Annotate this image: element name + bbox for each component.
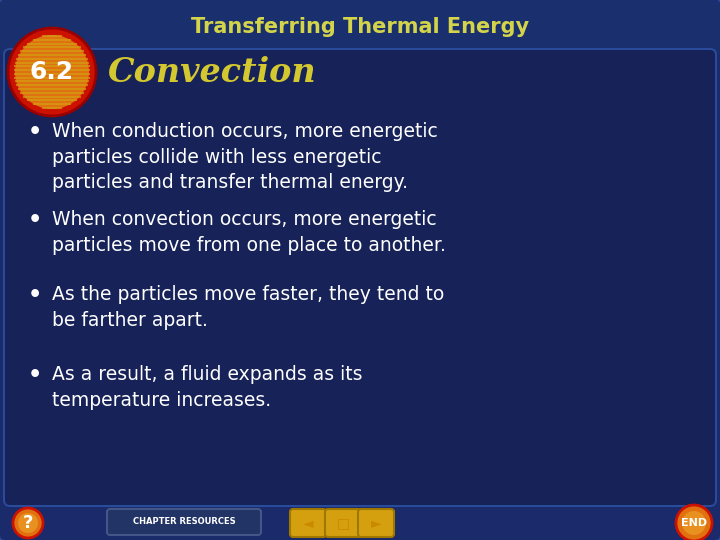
Text: Convection: Convection xyxy=(108,56,317,89)
Text: •: • xyxy=(28,365,42,385)
Circle shape xyxy=(676,505,712,540)
Text: •: • xyxy=(28,122,42,142)
Circle shape xyxy=(18,513,38,533)
Circle shape xyxy=(8,28,96,116)
Text: ?: ? xyxy=(23,514,33,532)
FancyBboxPatch shape xyxy=(358,509,394,537)
FancyBboxPatch shape xyxy=(4,49,716,506)
FancyBboxPatch shape xyxy=(107,509,261,535)
Text: •: • xyxy=(28,210,42,230)
Text: As the particles move faster, they tend to
be farther apart.: As the particles move faster, they tend … xyxy=(52,285,444,330)
Text: 6.2: 6.2 xyxy=(30,60,74,84)
FancyBboxPatch shape xyxy=(0,0,720,55)
Text: CHAPTER RESOURCES: CHAPTER RESOURCES xyxy=(132,517,235,526)
Circle shape xyxy=(15,35,89,109)
Circle shape xyxy=(682,511,706,535)
Text: Transferring Thermal Energy: Transferring Thermal Energy xyxy=(191,17,529,37)
Text: ◄: ◄ xyxy=(302,516,313,530)
FancyBboxPatch shape xyxy=(325,509,361,537)
Text: •: • xyxy=(28,285,42,305)
Circle shape xyxy=(13,508,43,538)
Text: When conduction occurs, more energetic
particles collide with less energetic
par: When conduction occurs, more energetic p… xyxy=(52,122,438,192)
Text: When convection occurs, more energetic
particles move from one place to another.: When convection occurs, more energetic p… xyxy=(52,210,446,255)
Text: END: END xyxy=(681,518,707,528)
FancyBboxPatch shape xyxy=(290,509,326,537)
Text: As a result, a fluid expands as its
temperature increases.: As a result, a fluid expands as its temp… xyxy=(52,365,362,410)
Text: ►: ► xyxy=(371,516,382,530)
Text: □: □ xyxy=(336,516,350,530)
